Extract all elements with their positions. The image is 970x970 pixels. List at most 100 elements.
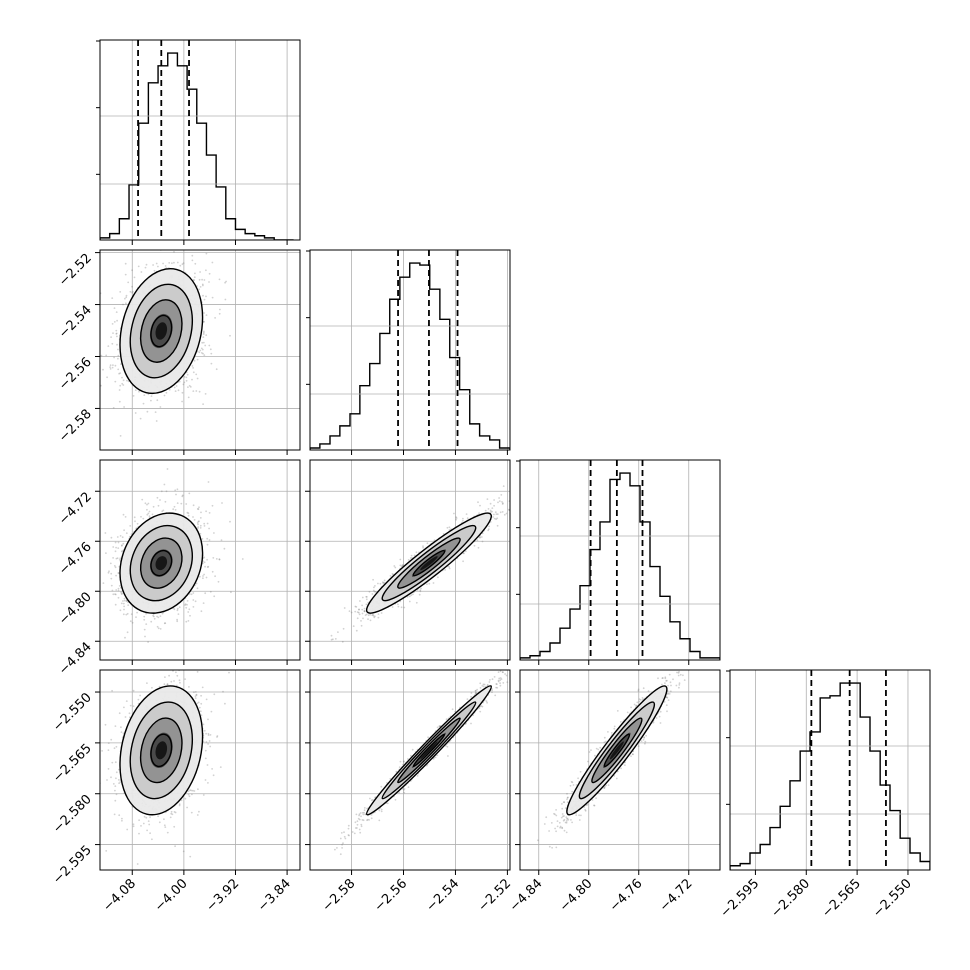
scatter-point (211, 261, 214, 264)
scatter-point (201, 283, 204, 286)
scatter-point (186, 603, 188, 606)
scatter-point (157, 265, 159, 268)
scatter-point (373, 590, 376, 593)
scatter-point (489, 511, 492, 513)
scatter-point (203, 354, 206, 356)
scatter-point (122, 303, 124, 306)
scatter-point (114, 566, 117, 569)
histogram-series (100, 52, 294, 240)
scatter-point (173, 386, 176, 389)
scatter-point (105, 552, 107, 554)
scatter-point (211, 570, 214, 573)
scatter-point (203, 573, 206, 576)
scatter-point (153, 232, 155, 234)
scatter-point (515, 512, 517, 514)
scatter-point (373, 586, 375, 589)
scatter-point (144, 502, 147, 505)
scatter-point (142, 242, 144, 244)
scatter-point (497, 501, 499, 504)
scatter-point (369, 613, 372, 616)
scatter-point (172, 508, 175, 511)
scatter-point (174, 390, 177, 392)
scatter-point (162, 509, 165, 512)
scatter-point (129, 620, 132, 623)
scatter-point (117, 596, 120, 599)
scatter-point (505, 512, 508, 515)
scatter-point (123, 605, 125, 608)
scatter-point (479, 504, 481, 507)
scatter-point (409, 557, 412, 559)
scatter-point (109, 366, 111, 368)
scatter-point (124, 636, 126, 639)
scatter-point (198, 520, 200, 523)
scatter-point (199, 349, 202, 352)
scatter-point (193, 276, 196, 279)
scatter-point (488, 525, 490, 528)
scatter-point (140, 515, 142, 518)
scatter-point (218, 558, 221, 561)
scatter-point (420, 587, 422, 590)
scatter-point (126, 379, 128, 382)
scatter-point (419, 589, 422, 592)
scatter-point (205, 269, 207, 272)
scatter-point (112, 407, 115, 409)
scatter-point (110, 584, 113, 587)
scatter-point (209, 590, 212, 593)
scatter-point (124, 297, 126, 300)
scatter-point (133, 276, 136, 279)
scatter-point (120, 593, 123, 595)
scatter-point (367, 618, 369, 620)
scatter-point (146, 513, 149, 516)
scatter-point (361, 612, 364, 615)
scatter-point (357, 611, 360, 614)
scatter-point (140, 271, 143, 273)
scatter-point (125, 302, 127, 305)
scatter-point (109, 364, 112, 367)
y-tick-label: −2.56 (56, 355, 95, 394)
scatter-point (202, 336, 205, 338)
scatter-point (159, 615, 162, 617)
scatter-point (194, 272, 196, 275)
scatter-point (115, 546, 117, 549)
scatter-point (493, 504, 495, 507)
scatter-point (206, 543, 209, 546)
scatter-point (415, 601, 418, 604)
scatter-point (100, 354, 103, 357)
scatter-point (218, 312, 221, 315)
scatter-point (123, 608, 125, 611)
scatter-point (492, 516, 494, 518)
scatter-point (413, 554, 416, 557)
scatter-point (196, 358, 199, 361)
scatter-point (205, 510, 208, 513)
scatter-point (380, 612, 383, 614)
scatter-point (197, 523, 199, 526)
scatter-point (132, 395, 135, 397)
scatter-point (365, 603, 368, 606)
scatter-point (196, 527, 199, 530)
scatter-point (208, 272, 211, 275)
scatter-point (116, 343, 118, 346)
scatter-point (123, 597, 126, 600)
scatter-point (121, 550, 124, 552)
scatter-point (117, 572, 120, 574)
scatter-point (137, 265, 140, 268)
scatter-point (422, 545, 424, 547)
scatter-point (168, 262, 171, 264)
scatter-point (204, 344, 207, 347)
scatter-point (399, 564, 402, 567)
scatter-point (185, 376, 188, 379)
scatter-point (118, 372, 120, 375)
scatter-point (114, 593, 116, 595)
scatter-point (184, 604, 187, 606)
scatter-point (192, 504, 195, 507)
scatter-point (175, 493, 177, 496)
scatter-point (197, 508, 200, 511)
scatter-point (354, 605, 357, 608)
scatter-point (428, 582, 431, 585)
scatter-point (204, 393, 207, 395)
scatter-point (125, 294, 128, 297)
scatter-point (115, 333, 118, 335)
scatter-point (206, 522, 209, 525)
scatter-point (147, 512, 150, 515)
scatter-point (198, 288, 201, 291)
